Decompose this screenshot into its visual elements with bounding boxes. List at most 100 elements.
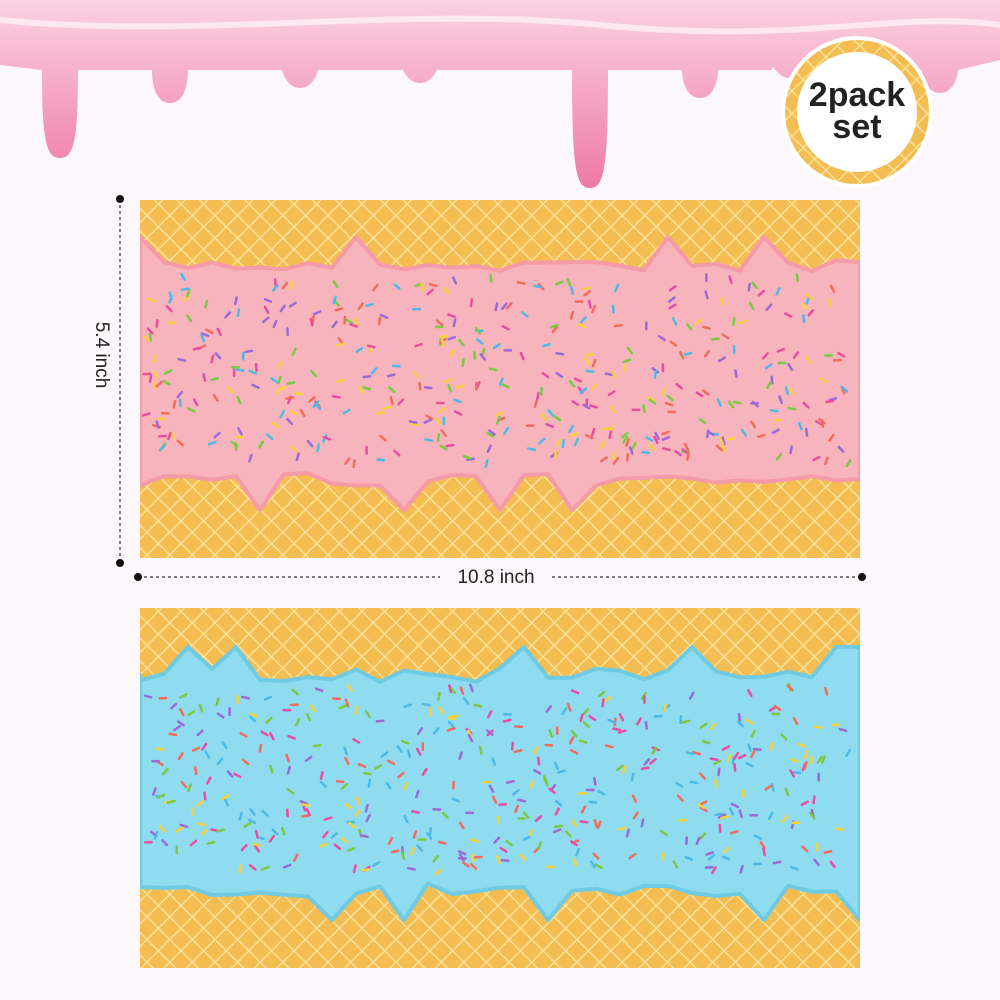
sprinkle: [408, 420, 418, 424]
sprinkle: [286, 765, 292, 775]
sprinkle: [802, 314, 806, 324]
sprinkle: [789, 865, 799, 871]
sprinkle: [415, 789, 420, 799]
sprinkle: [176, 439, 184, 447]
sprinkle: [845, 749, 852, 758]
sprinkle: [435, 319, 444, 327]
sprinkle: [400, 851, 406, 861]
sprinkle: [835, 827, 844, 832]
sprinkle: [521, 311, 529, 318]
sprinkle: [458, 751, 463, 761]
sprinkle: [491, 757, 497, 766]
sprinkle: [291, 347, 297, 356]
sprinkle: [214, 352, 222, 360]
sprinkle: [362, 374, 372, 379]
sprinkle: [570, 729, 578, 738]
sprinkle: [271, 284, 279, 292]
sprinkle: [452, 318, 457, 328]
sprinkle: [387, 836, 394, 846]
sprinkle: [505, 779, 515, 784]
sprinkle: [307, 396, 316, 403]
sprinkle: [362, 386, 372, 391]
sprinkle: [540, 387, 543, 397]
sprinkle: [819, 377, 828, 384]
sprinkle: [792, 717, 799, 726]
sprinkle: [489, 273, 493, 283]
sprinkle: [607, 390, 616, 397]
sprinkle: [710, 337, 720, 341]
sprinkle: [585, 398, 589, 408]
sprinkle: [238, 864, 242, 874]
sprinkle: [689, 780, 699, 785]
sprinkle: [279, 304, 286, 313]
sprinkle: [304, 755, 313, 763]
sprinkle: [667, 296, 676, 303]
sprinkle: [421, 767, 428, 776]
sprinkle: [580, 805, 587, 814]
sprinkle: [809, 811, 816, 820]
sprinkle: [570, 819, 578, 828]
sprinkle: [336, 342, 345, 347]
sprinkle: [542, 342, 551, 348]
sprinkle: [146, 327, 154, 335]
sprinkle: [467, 733, 474, 743]
sprinkle: [462, 696, 470, 705]
sprinkle: [352, 459, 356, 469]
sprinkle: [707, 853, 716, 861]
sprinkle: [357, 762, 367, 769]
sprinkle: [750, 420, 757, 429]
sprinkle: [364, 803, 369, 813]
sprinkle: [271, 828, 279, 836]
sprinkle: [496, 815, 500, 825]
sprinkle: [584, 433, 594, 440]
sprinkle: [829, 860, 836, 869]
sprinkle: [265, 716, 273, 724]
sprinkle: [628, 446, 634, 455]
sprinkle: [160, 411, 170, 415]
sprinkle: [305, 712, 311, 722]
sprinkle: [319, 781, 327, 789]
sprinkle: [769, 409, 779, 413]
sprinkle: [286, 417, 294, 426]
sprinkle: [569, 310, 575, 320]
sprinkle: [248, 863, 257, 871]
sprinkle: [425, 414, 434, 421]
sprinkle: [202, 373, 207, 382]
sprinkle: [533, 769, 542, 775]
sprinkle: [178, 398, 182, 408]
sprinkle: [484, 459, 489, 468]
sprinkle: [662, 703, 668, 713]
sprinkle: [688, 691, 695, 700]
sprinkle: [453, 398, 462, 404]
sprinkle: [522, 835, 531, 842]
sprinkle: [385, 781, 392, 790]
sprinkle: [187, 710, 196, 717]
sprinkle: [158, 444, 166, 452]
sprinkle: [466, 729, 473, 739]
sprinkle: [397, 771, 405, 779]
sprinkle: [678, 818, 688, 822]
sprinkle: [713, 759, 722, 766]
sprinkle: [276, 360, 283, 370]
sprinkle: [204, 750, 211, 759]
sprinkle: [775, 287, 781, 296]
sprinkle: [252, 842, 262, 848]
sprinkle: [260, 865, 270, 871]
sprinkle: [729, 807, 735, 816]
sprinkle: [522, 811, 530, 819]
sprinkle: [243, 822, 252, 829]
sprinkle: [285, 753, 290, 763]
sprinkle: [323, 816, 333, 821]
sprinkle: [653, 714, 663, 718]
sprinkle: [579, 820, 589, 824]
sprinkle: [180, 780, 188, 789]
sprinkle: [660, 829, 668, 837]
sprinkle: [661, 430, 671, 436]
sprinkle: [234, 296, 238, 306]
sprinkle: [206, 776, 212, 785]
sprinkle: [591, 358, 597, 368]
sprinkle: [749, 813, 759, 817]
sprinkle: [681, 719, 691, 724]
sprinkle: [631, 794, 638, 803]
sprinkle: [533, 284, 543, 289]
